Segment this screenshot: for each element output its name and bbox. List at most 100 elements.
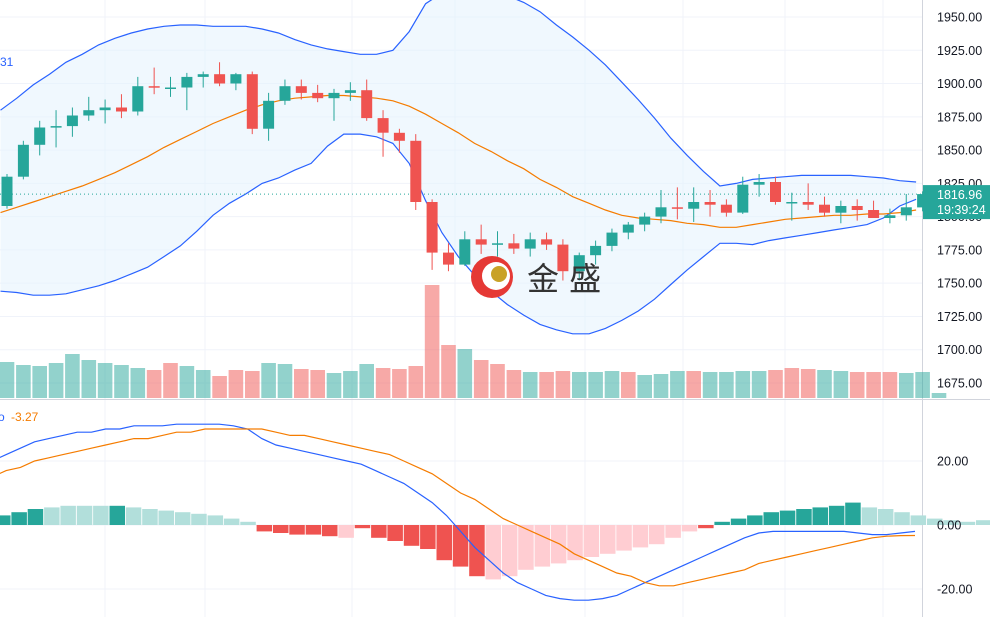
volume-bar [228,370,244,398]
candle-body[interactable] [671,207,683,209]
macd-pane[interactable] [0,423,990,601]
candle-body[interactable] [622,224,634,233]
volume-bar [817,370,832,398]
volume-bar [915,372,930,398]
candle-body[interactable] [753,182,765,185]
candle-body[interactable] [443,252,454,265]
candle-body[interactable] [66,115,78,127]
candle-body[interactable] [263,100,275,129]
volume-bar [686,371,701,398]
macd-histogram [0,502,990,580]
price-tick-label: 1850.00 [937,144,982,158]
macd-tick-label: 0.00 [937,519,961,533]
countdown-label: 19:39:24 [937,203,986,217]
candle-body[interactable] [230,74,242,84]
candle-body[interactable] [917,194,929,208]
candle-body[interactable] [835,206,847,213]
candle-body[interactable] [181,76,193,88]
macd-histogram-bar [616,525,632,551]
candle-body[interactable] [770,182,781,202]
volume-bar [670,371,685,398]
candle-body[interactable] [34,127,46,145]
candle-body[interactable] [165,87,176,90]
candle-body[interactable] [508,243,520,249]
candle-body[interactable] [720,204,732,213]
volume-bar [768,370,783,398]
macd-histogram-bar [649,525,665,545]
candle-body[interactable] [868,210,880,218]
candle-body[interactable] [246,74,258,129]
volume-bar [555,371,571,398]
candle-body[interactable] [492,243,503,245]
candle-body[interactable] [851,206,863,210]
candle-body[interactable] [50,126,62,128]
candle-body[interactable] [655,207,667,217]
candle-body[interactable] [148,86,160,88]
macd-histogram-bar [273,525,289,533]
candle-body[interactable] [1,176,13,206]
candle-body[interactable] [83,110,95,116]
candle-body[interactable] [786,202,798,204]
volume-bar [931,393,947,398]
candle-body[interactable] [802,202,814,205]
macd-histogram-bar [681,525,698,532]
macd-histogram-bar [436,525,452,561]
candle-body[interactable] [312,92,324,99]
candle-body[interactable] [344,90,356,93]
candle-body[interactable] [295,86,307,93]
candle-body[interactable] [214,74,226,84]
volume-bar [441,345,456,398]
candle-body[interactable] [688,202,700,209]
candle-body[interactable] [606,232,618,246]
volume-bar [195,370,211,398]
candle-body[interactable] [132,86,144,112]
volume-bar [326,373,342,398]
macd-histogram-bar [207,515,224,525]
candle-body[interactable] [116,107,127,112]
volume-bar [294,369,309,398]
candle-body[interactable] [884,215,896,218]
macd-histogram-bar [420,525,436,549]
candle-body[interactable] [377,118,389,133]
candle-body[interactable] [704,202,716,205]
candle-body[interactable] [475,239,487,245]
candle-body[interactable] [541,239,553,245]
candle-body[interactable] [573,255,585,272]
macd-histogram-bar [665,525,681,538]
candle-body[interactable] [99,107,111,111]
volume-bar [784,368,800,398]
candle-body[interactable] [590,245,602,256]
candle-body[interactable] [361,90,373,119]
candle-body[interactable] [459,239,471,265]
price-tick-label: 1675.00 [937,377,982,391]
candle-body[interactable] [426,202,438,253]
candle-body[interactable] [557,244,569,272]
candle-body[interactable] [410,140,422,202]
candle-body[interactable] [328,92,340,99]
candlesticks[interactable] [1,62,929,281]
price-axis[interactable]: 1950.001925.001900.001875.001850.001825.… [923,11,990,597]
price-tick-label: 1925.00 [937,44,982,58]
candle-body[interactable] [197,74,209,77]
volume-bars [0,285,947,398]
price-pane[interactable]: 金 盛 [0,0,947,398]
volume-bar [490,364,505,398]
candle-body[interactable] [524,239,536,249]
candle-body[interactable] [279,86,291,101]
legends: 31 o -3.27 [0,55,39,424]
macd-histogram-bar [976,520,990,525]
candle-body[interactable] [17,144,29,177]
macd-histogram-bar [191,513,207,525]
candle-body[interactable] [737,184,749,213]
macd-histogram-bar [583,525,600,557]
candle-body[interactable] [900,207,912,216]
candle-body[interactable] [819,204,830,213]
candle-body[interactable] [639,216,651,225]
macd-tick-label: -20.00 [937,583,972,597]
macd-histogram-bar [632,525,649,548]
candle-body[interactable] [393,132,405,141]
middle-band-line [0,94,917,228]
macd-histogram-bar [142,509,158,525]
